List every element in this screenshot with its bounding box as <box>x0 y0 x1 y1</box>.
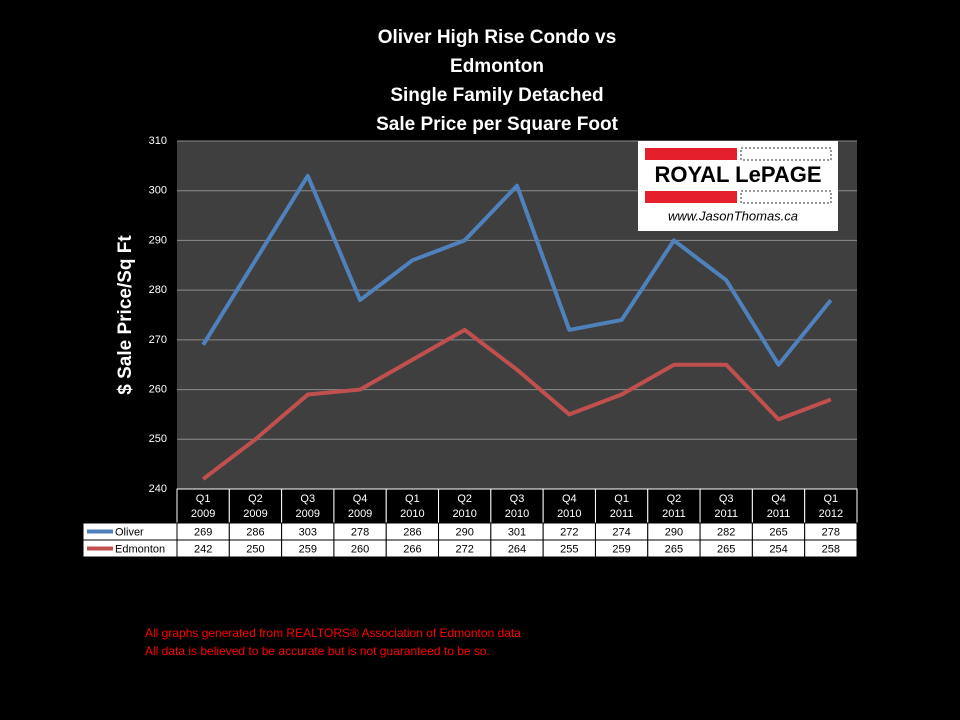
series-line <box>201 327 832 481</box>
logo-stripes <box>740 190 832 204</box>
table-header-cell <box>490 488 544 524</box>
table-value: 242 <box>194 543 212 555</box>
y-tick-label: 270 <box>149 334 167 346</box>
table-value: 254 <box>769 543 787 555</box>
table-value: 272 <box>560 526 578 538</box>
table-value: 265 <box>717 543 735 555</box>
series-line <box>201 173 833 367</box>
table-value: 250 <box>246 543 264 555</box>
y-tick-label: 280 <box>149 284 167 296</box>
logo: ROYAL LePAGE www.JasonThomas.ca <box>638 141 838 231</box>
table-header-cell <box>542 488 596 524</box>
table-cell <box>804 539 858 558</box>
footnote: All graphs generated from REALTORS® Asso… <box>145 626 521 640</box>
table-value: 259 <box>612 543 630 555</box>
table-value: 255 <box>560 543 578 555</box>
x-tick-label: 2009 <box>243 508 267 520</box>
table-header-cell <box>228 488 283 524</box>
table-value: 278 <box>351 526 369 538</box>
logo-brand: ROYAL LePAGE <box>654 162 821 187</box>
legend-label: Edmonton <box>115 543 165 555</box>
footnote: All data is believed to be accurate but … <box>145 644 490 658</box>
x-tick-label: Q2 <box>248 493 263 505</box>
table-value: 282 <box>717 526 735 538</box>
x-tick-label: Q4 <box>771 493 786 505</box>
x-tick-label: Q4 <box>562 493 577 505</box>
x-tick-label: 2009 <box>296 508 320 520</box>
table-value: 286 <box>403 526 421 538</box>
title-line: Oliver High Rise Condo vs <box>378 27 617 48</box>
table-header-cell <box>385 488 440 524</box>
table-value: 301 <box>508 526 526 538</box>
legend-label: Oliver <box>115 526 144 538</box>
x-tick-label: 2010 <box>400 508 424 520</box>
table-value: 265 <box>665 543 683 555</box>
logo-stripes <box>740 147 832 161</box>
table-value: 290 <box>456 526 474 538</box>
table-header-cell <box>594 488 649 524</box>
y-tick-label: 300 <box>149 185 167 197</box>
x-tick-label: 2011 <box>610 508 634 520</box>
y-axis-label: $ Sale Price/Sq Ft <box>115 235 136 395</box>
x-tick-label: 2012 <box>819 508 843 520</box>
x-tick-label: Q1 <box>824 493 839 505</box>
table-value: 286 <box>246 526 264 538</box>
x-tick-label: Q4 <box>353 493 368 505</box>
y-tick-label: 240 <box>149 483 167 495</box>
logo-website: www.JasonThomas.ca <box>668 208 798 223</box>
x-tick-label: Q2 <box>457 493 472 505</box>
x-tick-label: 2009 <box>348 508 372 520</box>
x-tick-label: 2010 <box>452 508 476 520</box>
table-value: 303 <box>299 526 317 538</box>
x-tick-label: Q1 <box>196 493 211 505</box>
x-tick-label: Q1 <box>405 493 420 505</box>
y-tick-label: 260 <box>149 383 167 395</box>
x-tick-label: 2011 <box>767 508 791 520</box>
y-tick-label: 310 <box>149 135 167 147</box>
footnotes: All graphs generated from REALTORS® Asso… <box>145 626 521 658</box>
x-tick-label: Q1 <box>614 493 629 505</box>
title-line: Single Family Detached <box>390 85 603 106</box>
x-tick-label: 2011 <box>662 508 686 520</box>
table-value: 266 <box>403 543 421 555</box>
x-tick-label: Q3 <box>510 493 525 505</box>
logo-bar <box>645 148 737 160</box>
table-value: 265 <box>769 526 787 538</box>
y-tick-label: 250 <box>149 433 167 445</box>
x-tick-label: 2010 <box>557 508 581 520</box>
x-tick-label: 2010 <box>505 508 529 520</box>
title-line: Edmonton <box>450 56 544 77</box>
table-value: 272 <box>456 543 474 555</box>
logo-bar <box>645 191 737 203</box>
table-value: 278 <box>822 526 840 538</box>
title-line: Sale Price per Square Foot <box>376 114 618 135</box>
table-value: 290 <box>665 526 683 538</box>
table-value: 274 <box>612 526 630 538</box>
table-value: 260 <box>351 543 369 555</box>
table-value: 264 <box>508 543 526 555</box>
table-value: 269 <box>194 526 212 538</box>
table-value: 259 <box>299 543 317 555</box>
table-value: 258 <box>822 543 840 555</box>
y-tick-label: 290 <box>149 234 167 246</box>
x-tick-label: Q2 <box>667 493 682 505</box>
x-tick-label: 2009 <box>191 508 215 520</box>
title: Oliver High Rise Condo vs Edmonton Singl… <box>376 27 618 135</box>
x-tick-label: 2011 <box>714 508 738 520</box>
x-tick-label: Q3 <box>719 493 734 505</box>
x-tick-label: Q3 <box>300 493 315 505</box>
